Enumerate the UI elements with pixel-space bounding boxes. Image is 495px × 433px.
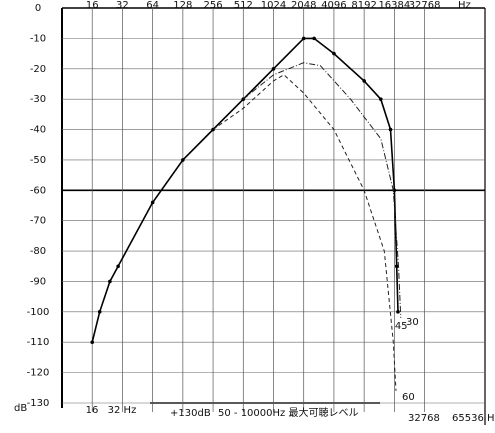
y-tick-label: -20 [30, 64, 46, 75]
x-tick-label: 8192 [351, 0, 376, 11]
point [116, 264, 120, 269]
series-label: 60 [402, 392, 415, 403]
series-line [242, 62, 402, 318]
x-tick-label: 64 [146, 0, 159, 11]
bottom-label: 65536 Hz [452, 413, 495, 424]
y-tick-label: -10 [30, 33, 46, 44]
point [396, 310, 400, 314]
y-tick-label: -90 [30, 276, 46, 287]
point [388, 127, 393, 132]
y-tick-label: -30 [30, 94, 46, 105]
x-unit: Hz [458, 0, 471, 11]
x-tick-label: 256 [204, 0, 223, 11]
y-tick-label: -130 [27, 398, 50, 409]
x-tick-label: 512 [234, 0, 253, 11]
x-tick-label: 2048 [291, 0, 316, 11]
point [271, 66, 276, 71]
y-tick-label: -60 [30, 185, 46, 196]
x-tick-label: 32 [116, 0, 129, 11]
x-tick-label: 16384 [378, 0, 410, 11]
series-label: 45 [395, 321, 408, 332]
point [394, 264, 399, 269]
x-tick-label: 128 [173, 0, 192, 11]
point [301, 36, 306, 41]
y-tick-label: -80 [30, 246, 46, 257]
series-line [212, 74, 397, 391]
y-tick-label: -40 [30, 125, 46, 136]
y-tick-label: -120 [27, 368, 50, 379]
bottom-label: 50 - 10000Hz 最大可聴レベル [218, 406, 358, 419]
bottom-label: 32 Hz [108, 405, 137, 416]
point [332, 51, 336, 56]
y-unit: dB [14, 403, 27, 414]
x-tick-label: 4096 [321, 0, 346, 11]
x-tick-label: 32768 [409, 0, 441, 11]
series-line [91, 37, 399, 343]
y-tick-label: -70 [30, 216, 46, 227]
point [378, 97, 383, 101]
y-tick-label: 0 [35, 3, 41, 14]
y-tick-label: -110 [27, 337, 50, 348]
y-tick-label: -100 [27, 307, 50, 318]
series-label: 30 [406, 317, 419, 328]
bottom-label: 32768 [408, 413, 440, 424]
bottom-label: +130dB [170, 408, 211, 419]
point [362, 79, 366, 83]
x-tick-label: 1024 [261, 0, 286, 11]
y-tick-label: -50 [30, 155, 46, 166]
point [181, 158, 185, 162]
point [150, 200, 155, 205]
point [97, 310, 102, 314]
bottom-label: 16 [86, 405, 99, 416]
point [312, 36, 316, 41]
point [90, 340, 95, 345]
x-tick-label: 16 [86, 0, 99, 11]
point [108, 279, 112, 284]
